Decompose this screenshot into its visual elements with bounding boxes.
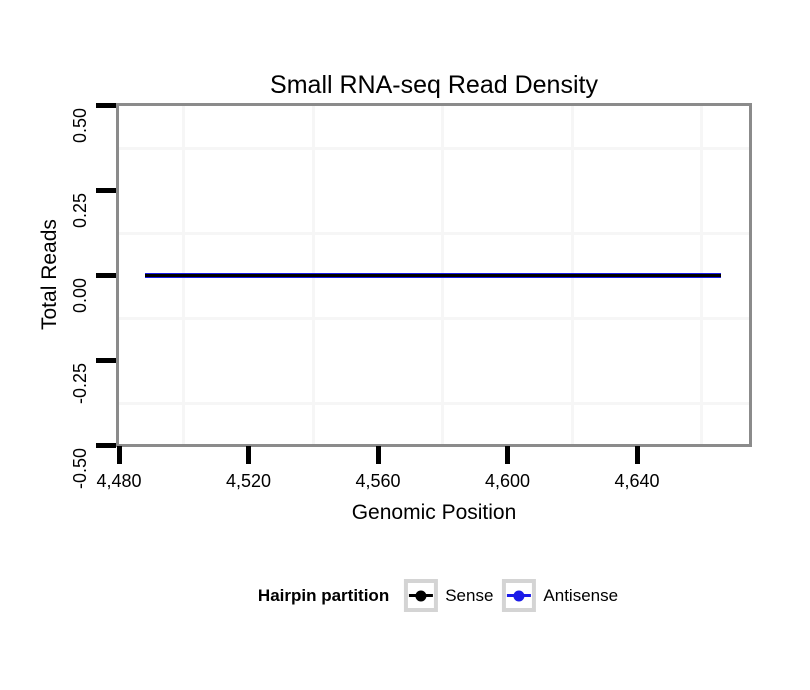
y-tick-label: 0.50 [70,107,90,143]
x-axis-title: Genomic Position [351,501,517,524]
y-tick-label: 0.25 [70,192,90,228]
minor-gridline-horizontal [119,316,749,320]
legend-title: Hairpin partition [257,585,390,605]
y-tick [96,188,116,193]
plot-panel [116,103,752,447]
legend-key-antisense [502,579,537,612]
chart-title: Small RNA-seq Read Density [270,71,598,99]
x-tick-label: 4,600 [484,471,531,491]
y-tick [96,273,116,278]
x-tick [246,446,251,464]
y-tick-label: -0.50 [70,447,90,489]
minor-gridline-horizontal [119,231,749,235]
legend: Hairpin partition Sense Antisense [258,579,618,612]
legend-point-icon [415,590,427,601]
legend-label-sense: Sense [445,585,494,605]
x-tick-label: 4,560 [355,471,401,491]
legend-label-antisense: Antisense [543,585,619,605]
y-tick [96,103,116,108]
x-tick-label: 4,520 [225,471,272,491]
y-tick [96,358,116,363]
legend-point-icon [513,590,525,601]
minor-gridline-horizontal [119,146,749,150]
y-tick-label: -0.25 [70,362,90,404]
x-tick-label: 4,640 [614,471,660,491]
legend-key-sense [404,579,439,612]
x-tick [375,446,381,464]
y-tick-label: 0.00 [70,277,90,313]
x-tick [116,446,122,464]
minor-gridline-horizontal [119,401,749,405]
x-tick [505,446,510,464]
x-tick-label: 4,480 [96,471,142,491]
x-tick [634,446,640,464]
series-line-sense [144,274,722,277]
y-tick [96,443,116,448]
y-axis-title: Total Reads [38,219,61,331]
